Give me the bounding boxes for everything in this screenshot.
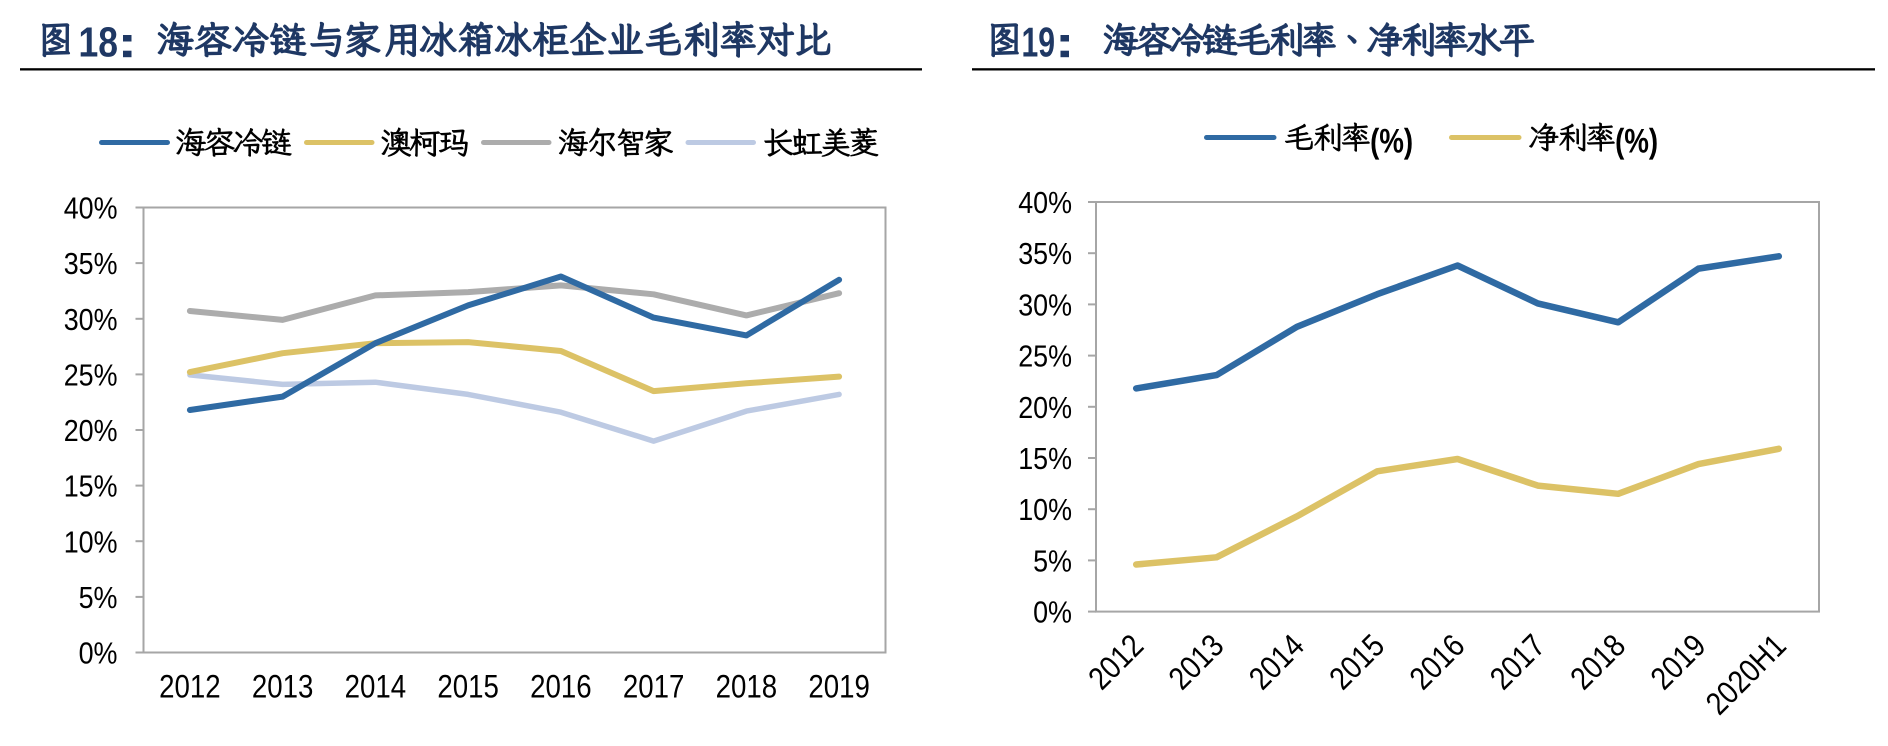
- svg-text:35%: 35%: [64, 246, 118, 281]
- svg-text:0%: 0%: [79, 636, 118, 671]
- svg-text:2017: 2017: [623, 669, 685, 705]
- svg-text:35%: 35%: [1018, 236, 1072, 271]
- svg-text:2015: 2015: [437, 669, 499, 705]
- svg-text:15%: 15%: [1018, 441, 1072, 476]
- svg-text:15%: 15%: [64, 469, 118, 504]
- svg-text:2013: 2013: [252, 669, 314, 705]
- svg-text:2014: 2014: [345, 669, 407, 705]
- svg-text:5%: 5%: [79, 580, 118, 615]
- svg-text:10%: 10%: [64, 524, 118, 559]
- svg-text:0%: 0%: [1033, 595, 1072, 630]
- svg-text:2019: 2019: [808, 669, 870, 705]
- svg-text:2018: 2018: [716, 669, 778, 705]
- svg-text:25%: 25%: [1018, 339, 1072, 374]
- svg-text:5%: 5%: [1033, 543, 1072, 578]
- svg-text:25%: 25%: [64, 357, 118, 392]
- svg-text:20%: 20%: [1018, 390, 1072, 425]
- svg-text:30%: 30%: [1018, 287, 1072, 322]
- svg-text:2016: 2016: [530, 669, 592, 705]
- svg-text:30%: 30%: [64, 302, 118, 337]
- svg-text:20%: 20%: [64, 413, 118, 448]
- svg-text:40%: 40%: [1018, 185, 1072, 220]
- svg-text:40%: 40%: [64, 191, 118, 226]
- svg-text:2012: 2012: [159, 669, 221, 705]
- svg-text:10%: 10%: [1018, 492, 1072, 527]
